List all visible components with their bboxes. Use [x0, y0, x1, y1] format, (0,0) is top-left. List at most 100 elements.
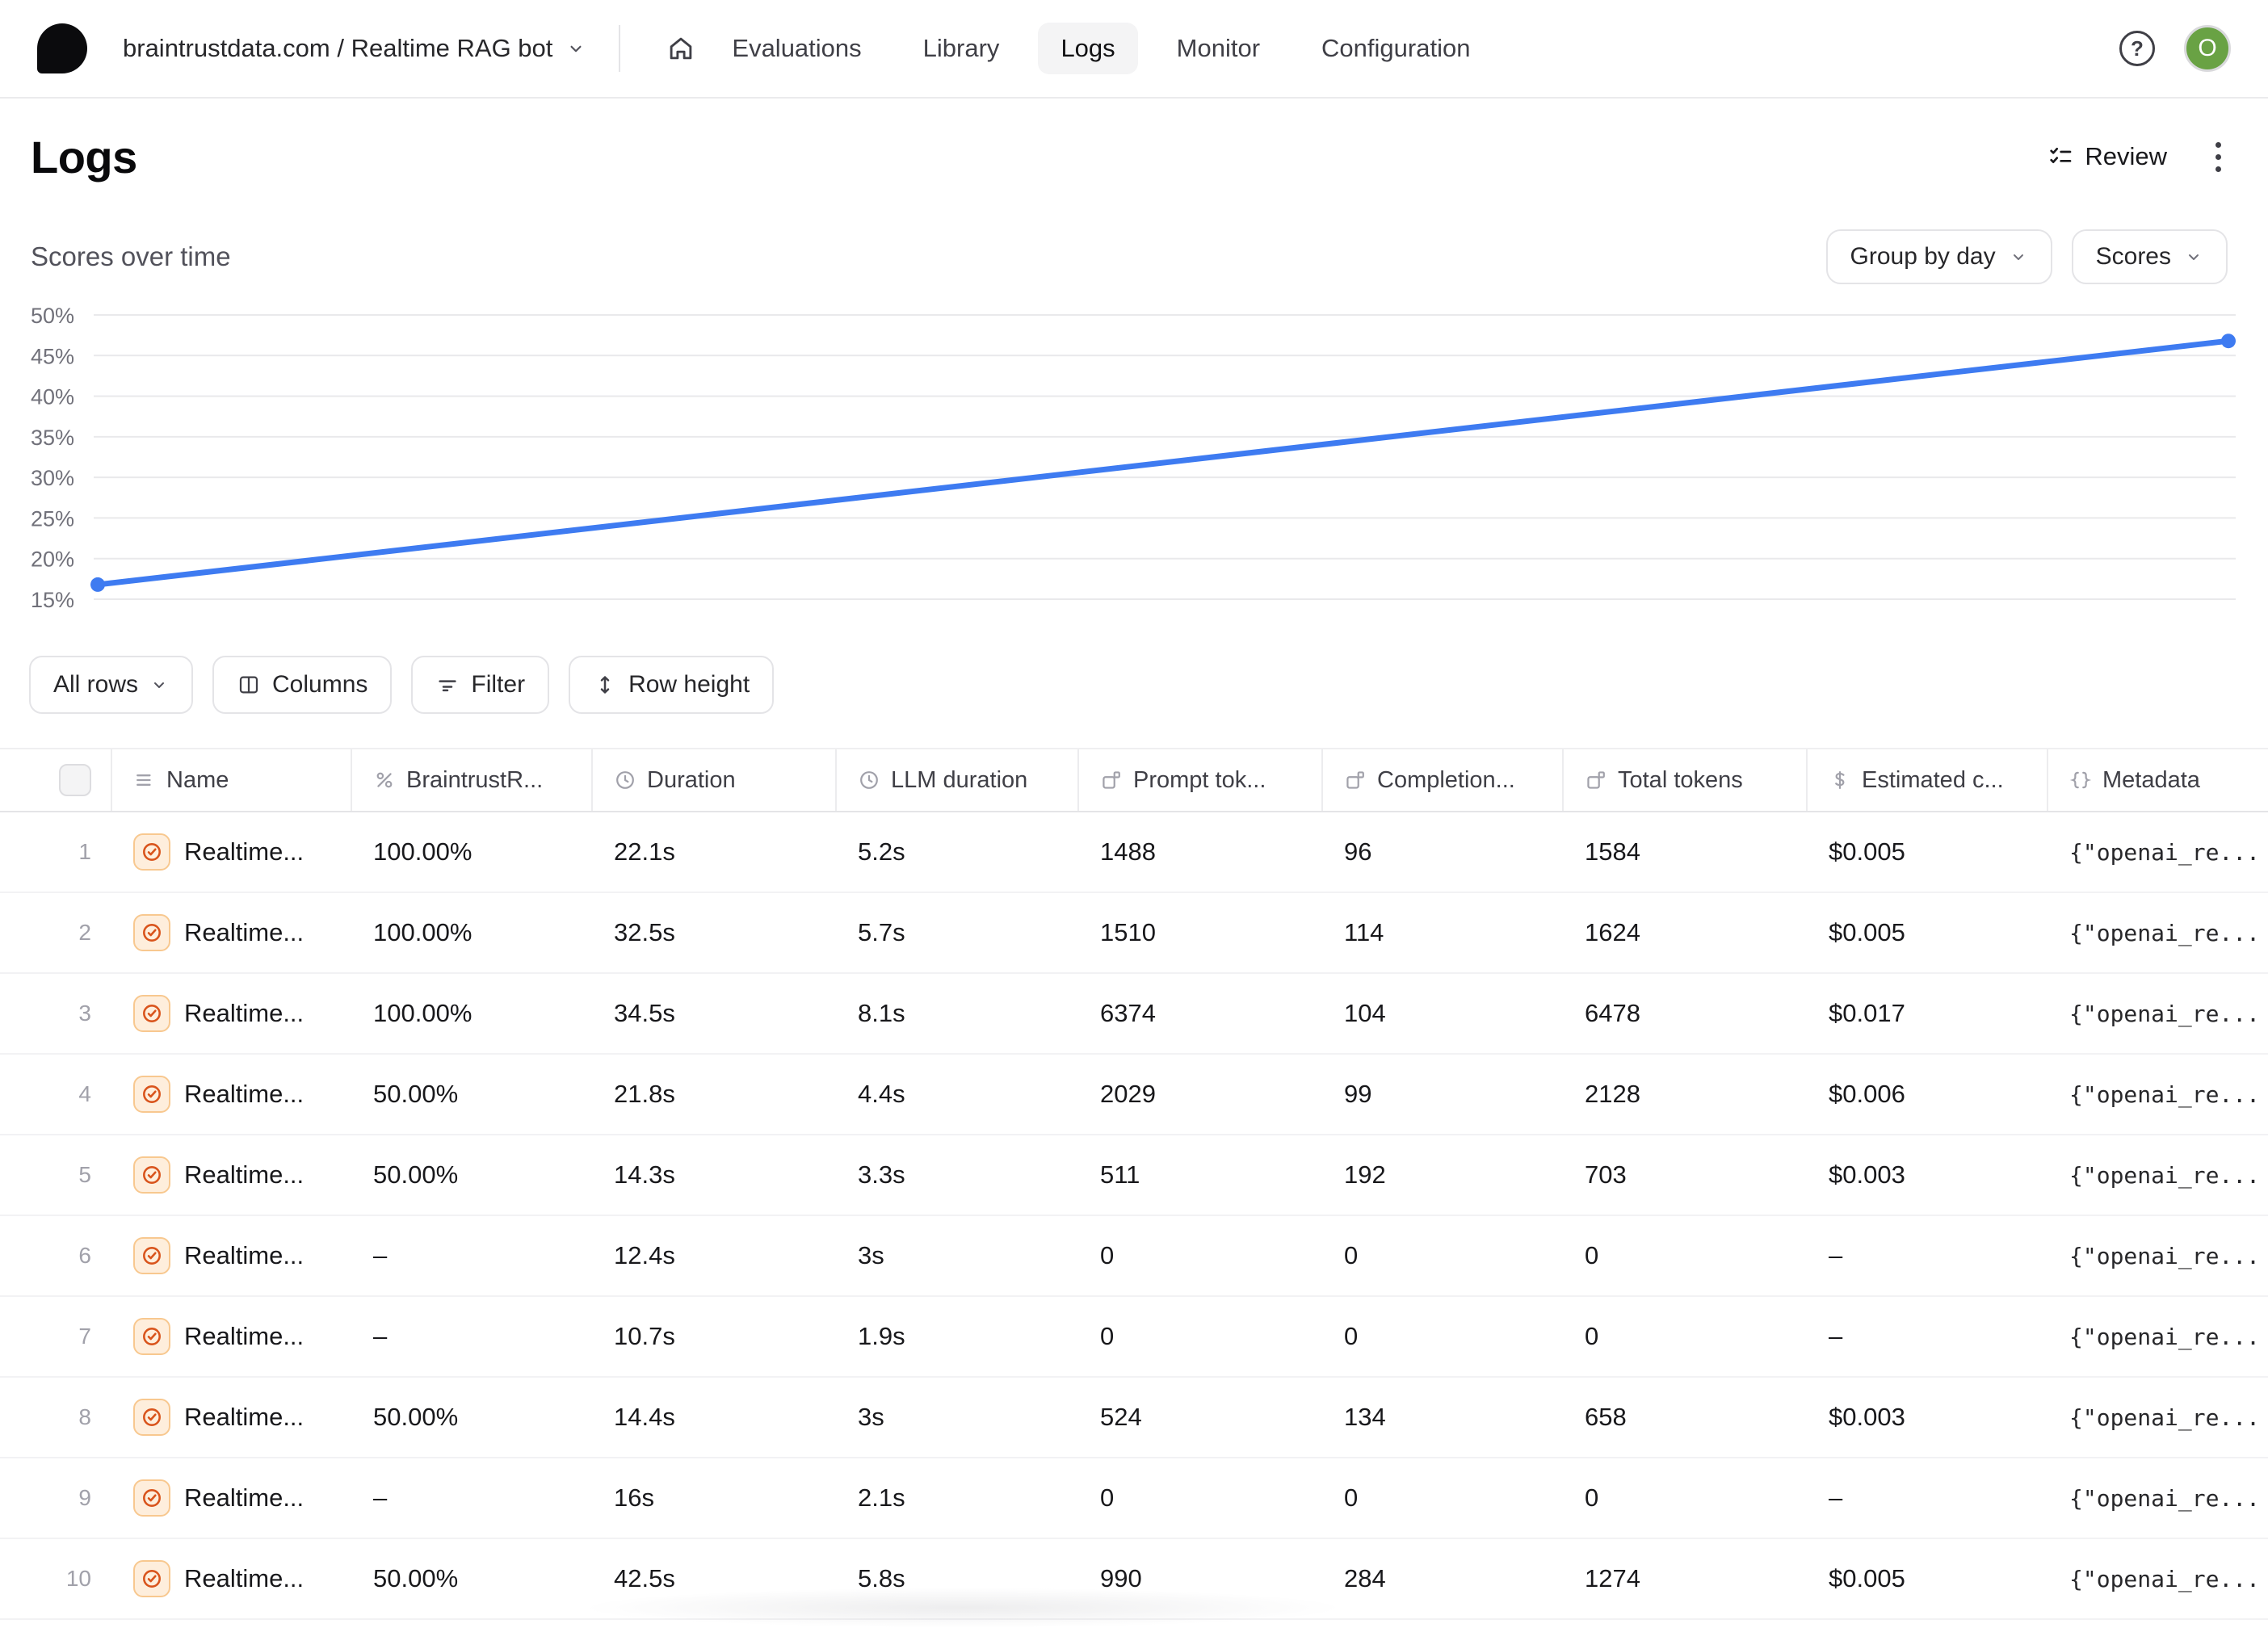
chevron-down-icon	[565, 38, 586, 59]
column-header[interactable]: Total tokens	[1564, 749, 1808, 811]
table-row[interactable]: 7 Realtime... – 10.7s 1.9s 0 0 0 – {"ope…	[0, 1297, 2268, 1378]
row-number: 5	[78, 1162, 91, 1187]
nav-item[interactable]: Logs	[1038, 23, 1138, 74]
row-number: 2	[78, 920, 91, 945]
table-row[interactable]: 2 Realtime... 100.00% 32.5s 5.7s 1510 11…	[0, 893, 2268, 974]
review-button[interactable]: Review	[2048, 142, 2167, 171]
metadata-cell: {"openai_re...	[2069, 1565, 2261, 1592]
clock-icon	[614, 769, 636, 791]
checklist-icon	[2048, 144, 2073, 170]
svg-text:50%: 50%	[31, 304, 74, 328]
column-header[interactable]: LLM duration	[837, 749, 1079, 811]
task-check-icon	[133, 1237, 170, 1274]
row-number: 9	[78, 1485, 91, 1510]
estimated-cost-cell: $0.005	[1829, 837, 1905, 866]
duration-cell: 12.4s	[614, 1241, 675, 1269]
nav-item[interactable]: Configuration	[1321, 34, 1471, 62]
nav-item[interactable]: Monitor	[1176, 34, 1261, 62]
braces-icon	[2069, 769, 2092, 791]
log-name: Realtime...	[184, 1322, 304, 1350]
duration-cell: 32.5s	[614, 918, 675, 946]
name-cell: Realtime...	[112, 1237, 352, 1274]
metric-dropdown[interactable]: Scores	[2071, 229, 2228, 284]
scores-line-chart[interactable]: 50% 45% 40% 35% 30% 25% 20% 15%	[31, 300, 2237, 623]
nav-item[interactable]: Evaluations	[732, 34, 862, 62]
column-header[interactable]: Completion...	[1323, 749, 1564, 811]
total-tokens-cell: 658	[1585, 1403, 1627, 1431]
main-nav: Evaluations Library Logs Monitor Configu…	[709, 23, 1493, 74]
columns-button[interactable]: Columns	[212, 656, 393, 714]
select-all-checkbox[interactable]	[59, 764, 91, 796]
column-header[interactable]: Name	[112, 749, 352, 811]
total-tokens-cell: 1584	[1585, 837, 1640, 866]
prompt-tokens-cell: 0	[1100, 1322, 1115, 1350]
section-title: Scores over time	[31, 241, 231, 271]
table-row[interactable]: 1 Realtime... 100.00% 22.1s 5.2s 1488 96…	[0, 812, 2268, 893]
table-row[interactable]: 3 Realtime... 100.00% 34.5s 8.1s 6374 10…	[0, 974, 2268, 1055]
avatar[interactable]: O	[2184, 25, 2231, 72]
row-number: 7	[78, 1324, 91, 1349]
home-icon	[666, 33, 696, 64]
topbar: braintrustdata.com / Realtime RAG bot Ev…	[0, 0, 2268, 99]
column-header[interactable]: Duration	[593, 749, 837, 811]
page-actions: Review	[2048, 136, 2228, 178]
column-header-label: Estimated c...	[1862, 766, 2004, 793]
rows-filter-dropdown[interactable]: All rows	[29, 656, 194, 714]
nav-item[interactable]: Library	[922, 34, 1000, 62]
total-tokens-cell: 1274	[1585, 1564, 1640, 1592]
project-breadcrumb[interactable]: braintrustdata.com / Realtime RAG bot	[123, 34, 586, 63]
task-check-icon	[133, 1479, 170, 1517]
filter-button[interactable]: Filter	[411, 656, 550, 714]
help-button[interactable]: ?	[2119, 31, 2155, 66]
svg-text:45%: 45%	[31, 344, 74, 368]
table-row[interactable]: 9 Realtime... – 16s 2.1s 0 0 0 – {"opena…	[0, 1458, 2268, 1539]
llm-duration-cell: 3s	[858, 1403, 884, 1431]
prompt-tokens-cell: 0	[1100, 1241, 1115, 1269]
row-number: 8	[78, 1404, 91, 1429]
log-name: Realtime...	[184, 1403, 304, 1431]
llm-duration-cell: 2.1s	[858, 1483, 905, 1512]
table-row[interactable]: 6 Realtime... – 12.4s 3s 0 0 0 – {"opena…	[0, 1216, 2268, 1297]
total-tokens-cell: 1624	[1585, 918, 1640, 946]
table-row[interactable]: 5 Realtime... 50.00% 14.3s 3.3s 511 192 …	[0, 1135, 2268, 1216]
duration-cell: 16s	[614, 1483, 654, 1512]
prompt-tokens-cell: 990	[1100, 1564, 1142, 1592]
home-button[interactable]	[653, 23, 709, 74]
llm-duration-cell: 8.1s	[858, 999, 905, 1027]
header-cell-select	[0, 749, 112, 811]
metadata-cell: {"openai_re...	[2069, 1080, 2261, 1108]
row-height-button[interactable]: Row height	[569, 656, 775, 714]
llm-duration-cell: 5.7s	[858, 918, 905, 946]
table-row[interactable]: 10 Realtime... 50.00% 42.5s 5.8s 990 284…	[0, 1539, 2268, 1620]
duration-cell: 34.5s	[614, 999, 675, 1027]
columns-icon	[237, 673, 261, 697]
column-header[interactable]: Prompt tok...	[1079, 749, 1323, 811]
duration-cell: 14.4s	[614, 1403, 675, 1431]
total-tokens-cell: 0	[1585, 1241, 1599, 1269]
group-by-dropdown[interactable]: Group by day	[1825, 229, 2052, 284]
menu-icon	[133, 769, 156, 791]
name-cell: Realtime...	[112, 1560, 352, 1597]
filter-label: Filter	[471, 671, 526, 698]
table-row[interactable]: 4 Realtime... 50.00% 21.8s 4.4s 2029 99 …	[0, 1055, 2268, 1135]
column-header[interactable]: Metadata	[2048, 749, 2268, 811]
column-header[interactable]: BraintrustR...	[352, 749, 593, 811]
svg-text:35%: 35%	[31, 426, 74, 450]
table-body: 1 Realtime... 100.00% 22.1s 5.2s 1488 96…	[0, 812, 2268, 1620]
task-check-icon	[133, 995, 170, 1032]
group-by-label: Group by day	[1850, 243, 1996, 270]
chart-controls: Group by day Scores	[1825, 229, 2228, 284]
completion-tokens-cell: 0	[1344, 1322, 1359, 1350]
more-menu-button[interactable]	[2209, 136, 2228, 178]
score-cell: 100.00%	[373, 837, 472, 866]
column-header[interactable]: Estimated c...	[1808, 749, 2048, 811]
log-name: Realtime...	[184, 1080, 304, 1108]
svg-text:30%: 30%	[31, 466, 74, 490]
total-tokens-cell: 6478	[1585, 999, 1640, 1027]
table-row[interactable]: 8 Realtime... 50.00% 14.4s 3s 524 134 65…	[0, 1378, 2268, 1458]
estimated-cost-cell: $0.006	[1829, 1080, 1905, 1108]
completion-tokens-cell: 96	[1344, 837, 1372, 866]
topbar-right: ? O	[2119, 25, 2231, 72]
log-name: Realtime...	[184, 918, 304, 946]
row-number: 1	[78, 839, 91, 864]
